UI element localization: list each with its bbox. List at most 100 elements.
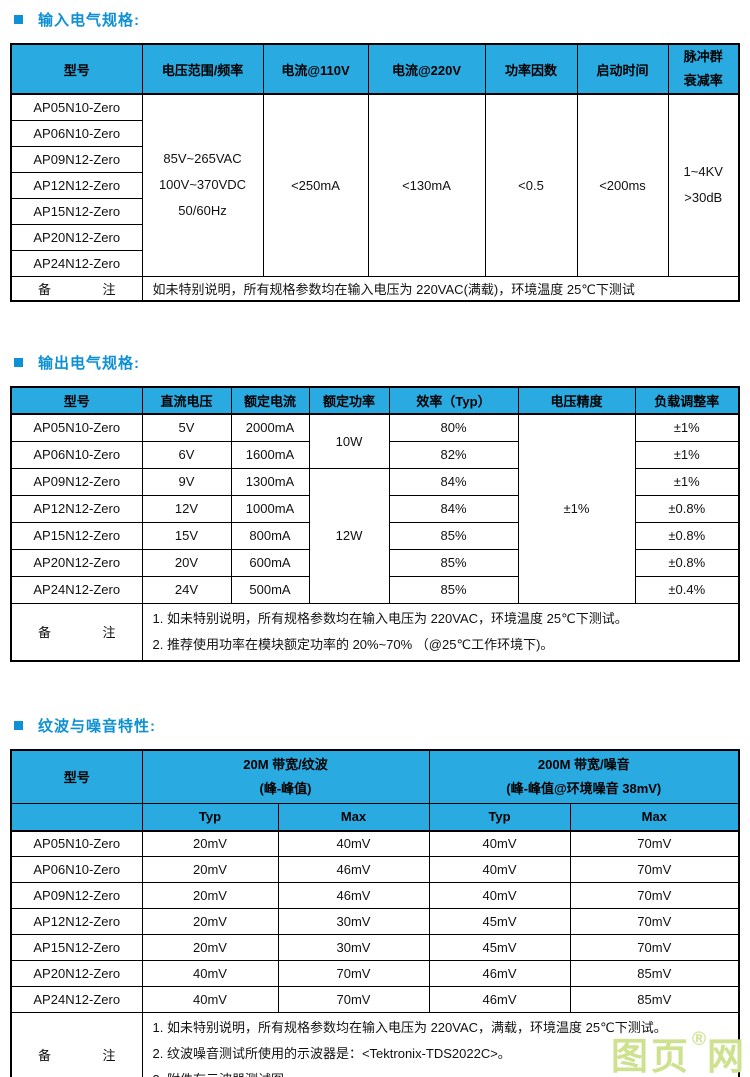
model-cell: AP24N12-Zero <box>10 575 143 604</box>
table-row: AP06N10-Zero 20mV 46mV 40mV 70mV <box>10 856 740 883</box>
model-cell: AP24N12-Zero <box>10 249 143 277</box>
table-subheader-row: Typ Max Typ Max <box>10 803 740 831</box>
table-row: AP20N12-Zero 40mV 70mV 46mV 85mV <box>10 960 740 987</box>
dc-voltage-cell: 6V <box>141 440 232 469</box>
efficiency-cell: 84% <box>388 494 519 523</box>
col-header-rated-current: 额定电流 <box>230 386 310 415</box>
dc-voltage-cell: 9V <box>141 467 232 496</box>
model-cell: AP05N10-Zero <box>10 830 143 857</box>
col-header-current-110v: 电流@110V <box>262 43 369 95</box>
note-text: 1. 如未特别说明，所有规格参数均在输入电压为 220VAC，满载，环境温度 2… <box>141 1012 740 1077</box>
table-header-row: 型号 20M 带宽/纹波 (峰-峰值) 200M 带宽/噪音 (峰-峰值@环境噪… <box>10 749 740 804</box>
table-row: AP05N10-Zero 20mV 40mV 40mV 70mV <box>10 830 740 857</box>
model-cell: AP09N12-Zero <box>10 145 143 173</box>
load-regulation-cell: ±1% <box>634 440 740 469</box>
noise-typ-cell: 46mV <box>428 960 571 987</box>
noise-max-cell: 70mV <box>569 934 740 961</box>
table-row: AP24N12-Zero <box>10 249 739 277</box>
watermark-logo: 图页®网 <box>611 1030 747 1075</box>
ripple-noise-title: 纹波与噪音特性: <box>14 715 750 736</box>
square-bullet-icon <box>14 720 23 730</box>
rated-current-cell: 2000mA <box>230 413 310 442</box>
col-header-load-regulation: 负载调整率 <box>634 386 740 415</box>
noise-typ-cell: 40mV <box>428 882 571 909</box>
load-regulation-cell: ±1% <box>634 467 740 496</box>
efficiency-cell: 85% <box>388 521 519 550</box>
col-header-efficiency: 效率（Typ） <box>388 386 519 415</box>
efficiency-cell: 80% <box>388 413 519 442</box>
col-header-startup-time: 启动时间 <box>576 43 669 95</box>
input-spec-table: 型号 电压范围/频率 电流@110V 电流@220V 功率因数 启动时间 脉冲群… <box>10 43 740 302</box>
ripple-typ-cell: 20mV <box>141 934 279 961</box>
model-cell: AP06N10-Zero <box>10 856 143 883</box>
load-regulation-cell: ±0.4% <box>634 575 740 604</box>
rated-current-cell: 800mA <box>230 521 310 550</box>
table-row: AP24N12-Zero 40mV 70mV 46mV 85mV <box>10 986 740 1013</box>
noise-max-cell: 70mV <box>569 882 740 909</box>
rated-current-cell: 500mA <box>230 575 310 604</box>
col-header-noise-200m: 200M 带宽/噪音 (峰-峰值@环境噪音 38mV) <box>428 749 740 804</box>
model-cell: AP06N10-Zero <box>10 440 143 469</box>
col-header-model: 型号 <box>10 386 143 415</box>
table-row: AP06N10-Zero <box>10 119 739 147</box>
square-bullet-icon <box>14 15 23 24</box>
note-label-cell: 备 注 <box>10 602 143 661</box>
watermark-text: 图页 <box>611 1036 691 1077</box>
note-row: 备 注 1. 如未特别说明，所有规格参数均在输入电压为 220VAC，环境温度 … <box>10 602 740 661</box>
col-header-rated-power: 额定功率 <box>308 386 390 415</box>
square-bullet-icon <box>14 358 23 367</box>
table-row: AP06N10-Zero 6V 1600mA 82% ±1% <box>10 440 740 469</box>
empty-header-cell <box>10 803 143 831</box>
efficiency-cell: 84% <box>388 467 519 496</box>
noise-max-cell: 70mV <box>569 830 740 857</box>
col-header-surge-attenuation: 脉冲群 衰减率 <box>667 43 740 95</box>
model-cell: AP05N10-Zero <box>10 93 143 121</box>
registered-mark-icon: ® <box>692 1029 706 1050</box>
load-regulation-cell: ±0.8% <box>634 548 740 577</box>
noise-max-cell: 70mV <box>569 856 740 883</box>
table-row: AP05N10-Zero 5V 2000mA 10W 80% ±1% ±1% <box>10 413 740 604</box>
rated-current-cell: 1600mA <box>230 440 310 469</box>
table-row: AP15N12-Zero 20mV 30mV 45mV 70mV <box>10 934 740 961</box>
rated-current-cell: 600mA <box>230 548 310 577</box>
watermark-text: 网 <box>707 1036 747 1077</box>
efficiency-cell: 85% <box>388 548 519 577</box>
col-header-ripple-typ: Typ <box>141 803 279 831</box>
table-row: AP24N12-Zero 24V 500mA 85% ±0.4% <box>10 575 740 604</box>
dc-voltage-cell: 24V <box>141 575 232 604</box>
dc-voltage-cell: 5V <box>141 413 232 442</box>
noise-max-cell: 85mV <box>569 960 740 987</box>
efficiency-cell: 82% <box>388 440 519 469</box>
noise-max-cell: 85mV <box>569 986 740 1013</box>
noise-typ-cell: 45mV <box>428 934 571 961</box>
output-spec-table: 型号 直流电压 额定电流 额定功率 效率（Typ） 电压精度 负载调整率 AP0… <box>10 386 740 662</box>
ripple-max-cell: 46mV <box>277 882 430 909</box>
input-spec-title: 输入电气规格: <box>14 0 750 30</box>
col-header-noise-typ: Typ <box>428 803 571 831</box>
model-cell: AP12N12-Zero <box>10 908 143 935</box>
rated-current-cell: 1000mA <box>230 494 310 523</box>
noise-typ-cell: 40mV <box>428 830 571 857</box>
col-header-model: 型号 <box>10 43 143 95</box>
col-header-ripple-20m: 20M 带宽/纹波 (峰-峰值) <box>141 749 430 804</box>
power-factor-cell: <0.5 <box>484 93 578 277</box>
load-regulation-cell: ±0.8% <box>634 494 740 523</box>
col-header-current-220v: 电流@220V <box>367 43 486 95</box>
model-cell: AP05N10-Zero <box>10 413 143 442</box>
table-row: AP12N12-Zero 20mV 30mV 45mV 70mV <box>10 908 740 935</box>
col-header-model: 型号 <box>10 749 143 804</box>
section-title-text: 输出电气规格: <box>38 355 140 372</box>
model-cell: AP15N12-Zero <box>10 197 143 225</box>
ripple-typ-cell: 40mV <box>141 986 279 1013</box>
dc-voltage-cell: 20V <box>141 548 232 577</box>
col-header-dc-voltage: 直流电压 <box>141 386 232 415</box>
table-row: AP09N12-Zero 20mV 46mV 40mV 70mV <box>10 882 740 909</box>
rated-power-cell: 10W <box>308 413 390 469</box>
table-header-row: 型号 直流电压 额定电流 额定功率 效率（Typ） 电压精度 负载调整率 <box>10 386 740 415</box>
ripple-max-cell: 70mV <box>277 986 430 1013</box>
col-header-power-factor: 功率因数 <box>484 43 578 95</box>
output-spec-title: 输出电气规格: <box>14 352 750 373</box>
ripple-typ-cell: 20mV <box>141 882 279 909</box>
table-row: AP15N12-Zero <box>10 197 739 225</box>
table-row: AP09N12-Zero <box>10 145 739 173</box>
